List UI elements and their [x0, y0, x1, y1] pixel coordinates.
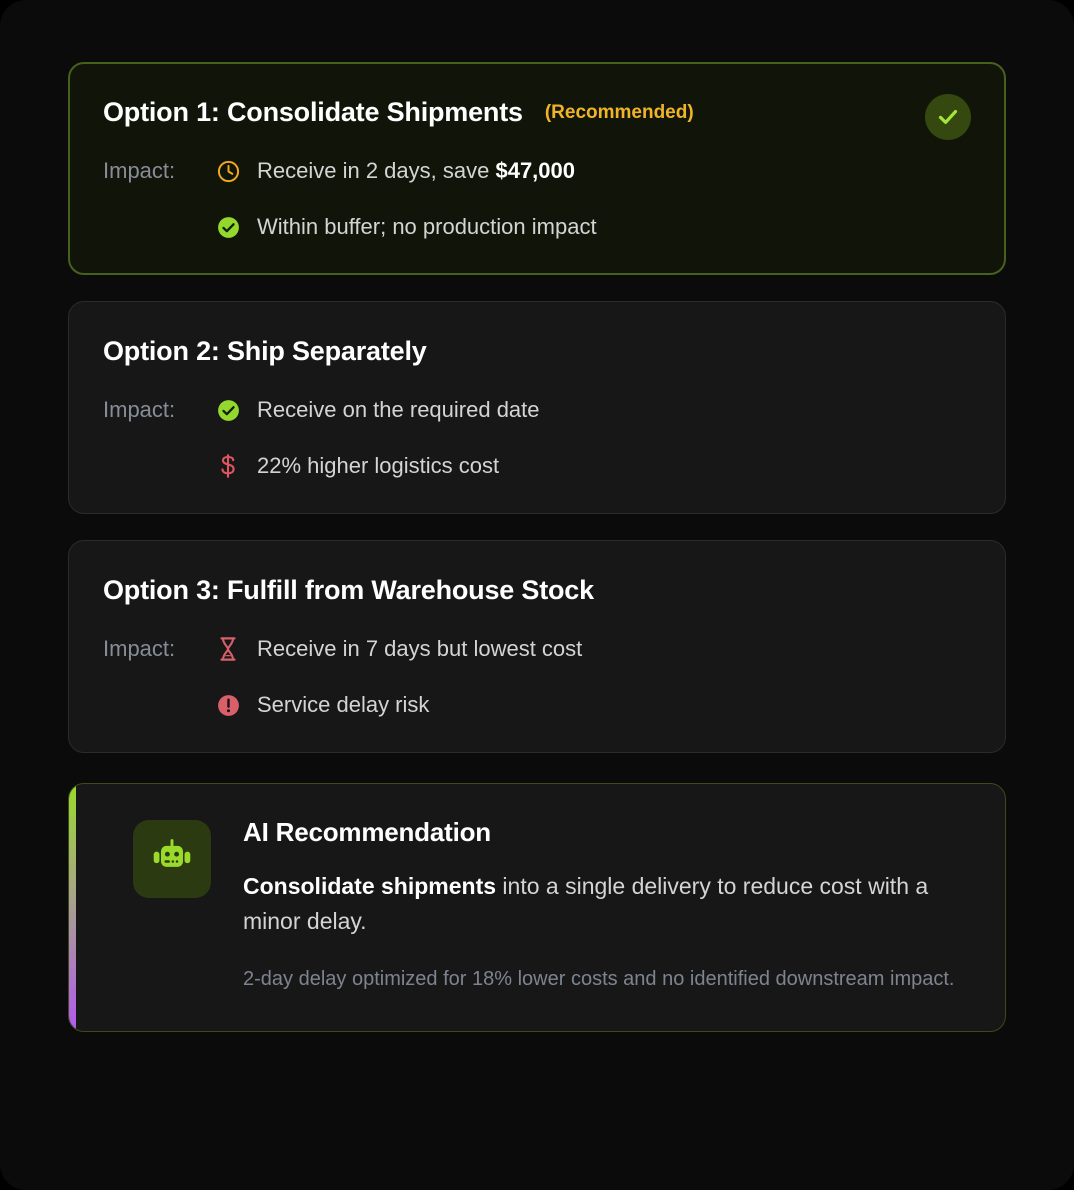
impact-row: Service delay risk	[215, 688, 971, 722]
option-3-impact-rows: Receive in 7 days but lowest cost Servic…	[215, 632, 971, 722]
ai-recommendation-body: AI Recommendation Consolidate shipments …	[105, 818, 969, 995]
option-card-2[interactable]: Option 2: Ship Separately Impact: Receiv…	[68, 301, 1006, 514]
ai-lead-rest: into a single delivery to reduce cost wi…	[243, 872, 929, 934]
option-2-title: Option 2: Ship Separately	[103, 336, 427, 366]
impact-text: Receive in 7 days but lowest cost	[257, 636, 583, 661]
option-3-impact: Impact: Receive in 7 days but lowest cos…	[103, 632, 971, 722]
impact-text-lead: Receive in 2 days, save	[257, 158, 496, 183]
impact-row: Receive in 7 days but lowest cost	[215, 632, 971, 666]
clock-icon	[215, 158, 241, 184]
impact-label: Impact:	[103, 397, 176, 422]
impact-row: Receive in 2 days, save $47,000	[215, 154, 971, 188]
option-card-1[interactable]: Option 1: Consolidate Shipments (Recomme…	[68, 62, 1006, 275]
check-circle-icon	[215, 214, 241, 240]
impact-row: Receive on the required date	[215, 393, 971, 427]
ai-recommendation-title: AI Recommendation	[243, 817, 491, 847]
impact-text: Within buffer; no production impact	[257, 214, 597, 239]
impact-text: Receive in 2 days, save $47,000	[257, 158, 575, 184]
option-1-impact: Impact: Receive in 2 days, save $47,000	[103, 154, 971, 244]
option-3-header: Option 3: Fulfill from Warehouse Stock	[103, 575, 971, 606]
option-1-title: Option 1: Consolidate Shipments	[103, 97, 523, 127]
option-2-header: Option 2: Ship Separately	[103, 336, 971, 367]
check-circle-icon	[215, 397, 241, 423]
selected-check-badge[interactable]	[925, 94, 971, 140]
gradient-accent-bar	[69, 784, 76, 1031]
robot-icon	[133, 820, 211, 898]
recommended-badge-label: (Recommended)	[544, 101, 694, 123]
impact-label: Impact:	[103, 158, 176, 183]
option-2-impact-rows: Receive on the required date 22% higher …	[215, 393, 971, 483]
alert-circle-icon	[215, 692, 241, 718]
option-1-header: Option 1: Consolidate Shipments (Recomme…	[103, 94, 971, 140]
ai-recommendation-lead: Consolidate shipments into a single deli…	[243, 869, 969, 939]
option-1-impact-rows: Receive in 2 days, save $47,000 Within b…	[215, 154, 971, 244]
hourglass-icon	[215, 636, 241, 662]
option-2-impact: Impact: Receive on the required date	[103, 393, 971, 483]
impact-row: Within buffer; no production impact	[215, 210, 971, 244]
impact-text: Receive on the required date	[257, 397, 540, 422]
ai-recommendation-text: AI Recommendation Consolidate shipments …	[243, 818, 969, 995]
option-card-3[interactable]: Option 3: Fulfill from Warehouse Stock I…	[68, 540, 1006, 753]
impact-text: Service delay risk	[257, 692, 430, 717]
ai-recommendation-note: 2-day delay optimized for 18% lower cost…	[243, 967, 955, 990]
check-icon	[935, 104, 961, 130]
impact-label: Impact:	[103, 636, 176, 661]
impact-text-emphasis: $47,000	[495, 158, 575, 183]
ai-lead-emphasis: Consolidate shipments	[243, 872, 497, 899]
ai-recommendation-card[interactable]: AI Recommendation Consolidate shipments …	[68, 783, 1006, 1032]
option-3-title: Option 3: Fulfill from Warehouse Stock	[103, 575, 594, 605]
dollar-icon	[215, 453, 241, 479]
impact-text: 22% higher logistics cost	[257, 453, 500, 478]
impact-row: 22% higher logistics cost	[215, 449, 971, 483]
